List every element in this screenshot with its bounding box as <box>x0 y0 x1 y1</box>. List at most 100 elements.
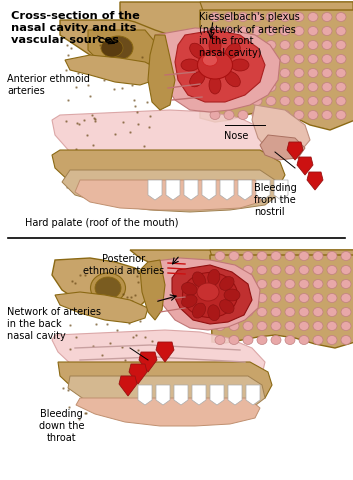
Ellipse shape <box>229 322 239 331</box>
Polygon shape <box>138 385 152 405</box>
Ellipse shape <box>341 252 351 261</box>
Ellipse shape <box>257 308 267 316</box>
Ellipse shape <box>229 265 239 275</box>
Ellipse shape <box>257 252 267 261</box>
Ellipse shape <box>243 265 253 275</box>
Ellipse shape <box>271 252 281 261</box>
Ellipse shape <box>252 110 262 120</box>
Polygon shape <box>156 385 170 405</box>
Ellipse shape <box>229 279 239 288</box>
Polygon shape <box>148 258 260 330</box>
Polygon shape <box>200 10 353 130</box>
Ellipse shape <box>238 69 248 77</box>
Ellipse shape <box>322 12 332 22</box>
Polygon shape <box>252 105 310 155</box>
Ellipse shape <box>336 69 346 77</box>
Ellipse shape <box>224 96 234 106</box>
Ellipse shape <box>238 26 248 36</box>
Ellipse shape <box>238 55 248 63</box>
Polygon shape <box>210 385 224 405</box>
Ellipse shape <box>90 273 126 303</box>
Ellipse shape <box>341 308 351 316</box>
Ellipse shape <box>215 336 225 345</box>
Polygon shape <box>174 385 188 405</box>
Polygon shape <box>52 330 265 385</box>
Ellipse shape <box>327 279 337 288</box>
Polygon shape <box>175 30 265 102</box>
Ellipse shape <box>341 279 351 288</box>
Ellipse shape <box>308 12 318 22</box>
Ellipse shape <box>294 83 304 92</box>
Ellipse shape <box>322 26 332 36</box>
Ellipse shape <box>341 293 351 302</box>
Ellipse shape <box>215 279 225 288</box>
Ellipse shape <box>285 252 295 261</box>
Ellipse shape <box>183 273 238 317</box>
Ellipse shape <box>336 12 346 22</box>
Text: Hard palate (roof of the mouth): Hard palate (roof of the mouth) <box>25 218 178 228</box>
Ellipse shape <box>341 322 351 331</box>
Text: Anterior ethmoid
arteries: Anterior ethmoid arteries <box>7 74 90 96</box>
Ellipse shape <box>238 12 248 22</box>
Polygon shape <box>148 35 175 110</box>
Ellipse shape <box>224 289 240 301</box>
Text: Nose: Nose <box>224 131 249 141</box>
Ellipse shape <box>243 322 253 331</box>
Text: Posterior
ethmoid arteries: Posterior ethmoid arteries <box>83 254 164 276</box>
Polygon shape <box>76 398 260 426</box>
Ellipse shape <box>210 40 220 49</box>
Polygon shape <box>52 258 148 312</box>
Ellipse shape <box>220 276 234 290</box>
Ellipse shape <box>229 336 239 345</box>
Ellipse shape <box>192 272 205 287</box>
Ellipse shape <box>299 308 309 316</box>
Ellipse shape <box>209 76 221 94</box>
Ellipse shape <box>225 43 240 59</box>
Polygon shape <box>192 385 206 405</box>
Ellipse shape <box>266 83 276 92</box>
Polygon shape <box>238 180 252 200</box>
Ellipse shape <box>243 308 253 316</box>
Ellipse shape <box>294 69 304 77</box>
Ellipse shape <box>327 293 337 302</box>
Ellipse shape <box>197 283 219 301</box>
Ellipse shape <box>308 55 318 63</box>
Ellipse shape <box>197 51 233 79</box>
Polygon shape <box>75 180 265 210</box>
Ellipse shape <box>238 110 248 120</box>
Ellipse shape <box>190 43 205 59</box>
Ellipse shape <box>224 110 234 120</box>
Ellipse shape <box>266 110 276 120</box>
Polygon shape <box>119 376 137 396</box>
Polygon shape <box>202 180 216 200</box>
Polygon shape <box>297 157 313 175</box>
Ellipse shape <box>280 55 290 63</box>
Ellipse shape <box>243 252 253 261</box>
Polygon shape <box>55 292 148 323</box>
Ellipse shape <box>280 69 290 77</box>
Ellipse shape <box>238 40 248 49</box>
Ellipse shape <box>238 96 248 106</box>
Ellipse shape <box>266 69 276 77</box>
Polygon shape <box>246 385 260 405</box>
Ellipse shape <box>266 12 276 22</box>
Ellipse shape <box>313 293 323 302</box>
Ellipse shape <box>280 83 290 92</box>
Ellipse shape <box>322 55 332 63</box>
Ellipse shape <box>285 265 295 275</box>
Ellipse shape <box>336 55 346 63</box>
Ellipse shape <box>308 69 318 77</box>
Polygon shape <box>307 172 323 190</box>
Ellipse shape <box>215 308 225 316</box>
Ellipse shape <box>308 110 318 120</box>
Ellipse shape <box>209 36 221 54</box>
Ellipse shape <box>294 96 304 106</box>
Polygon shape <box>184 180 198 200</box>
Ellipse shape <box>313 252 323 261</box>
Polygon shape <box>220 180 234 200</box>
Ellipse shape <box>257 336 267 345</box>
Polygon shape <box>210 255 353 348</box>
Ellipse shape <box>341 265 351 275</box>
Ellipse shape <box>210 110 220 120</box>
Polygon shape <box>52 110 275 175</box>
